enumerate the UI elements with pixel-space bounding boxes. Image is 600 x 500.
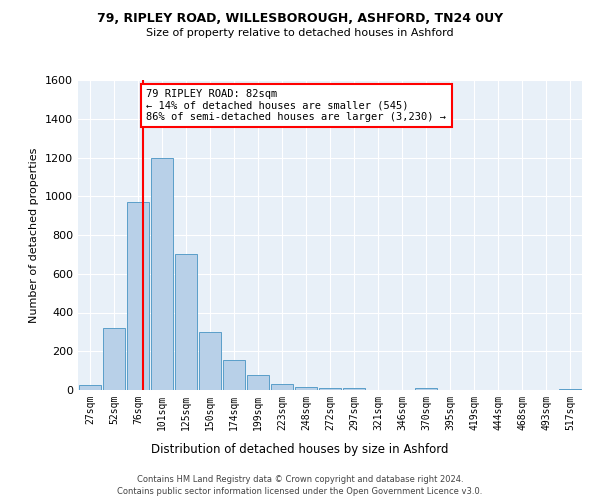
Bar <box>559 389 581 390</box>
Bar <box>103 328 125 390</box>
Bar <box>127 202 149 390</box>
Bar <box>175 254 197 390</box>
Bar <box>343 388 365 390</box>
Bar <box>319 388 341 390</box>
Text: 79, RIPLEY ROAD, WILLESBOROUGH, ASHFORD, TN24 0UY: 79, RIPLEY ROAD, WILLESBOROUGH, ASHFORD,… <box>97 12 503 26</box>
Text: Distribution of detached houses by size in Ashford: Distribution of detached houses by size … <box>151 442 449 456</box>
Y-axis label: Number of detached properties: Number of detached properties <box>29 148 40 322</box>
Text: 79 RIPLEY ROAD: 82sqm
← 14% of detached houses are smaller (545)
86% of semi-det: 79 RIPLEY ROAD: 82sqm ← 14% of detached … <box>146 88 446 122</box>
Bar <box>223 360 245 390</box>
Text: Contains public sector information licensed under the Open Government Licence v3: Contains public sector information licen… <box>118 488 482 496</box>
Bar <box>415 388 437 390</box>
Text: Size of property relative to detached houses in Ashford: Size of property relative to detached ho… <box>146 28 454 38</box>
Bar <box>295 386 317 390</box>
Bar <box>247 374 269 390</box>
Bar <box>199 332 221 390</box>
Text: Contains HM Land Registry data © Crown copyright and database right 2024.: Contains HM Land Registry data © Crown c… <box>137 475 463 484</box>
Bar <box>271 384 293 390</box>
Bar <box>79 385 101 390</box>
Bar <box>151 158 173 390</box>
